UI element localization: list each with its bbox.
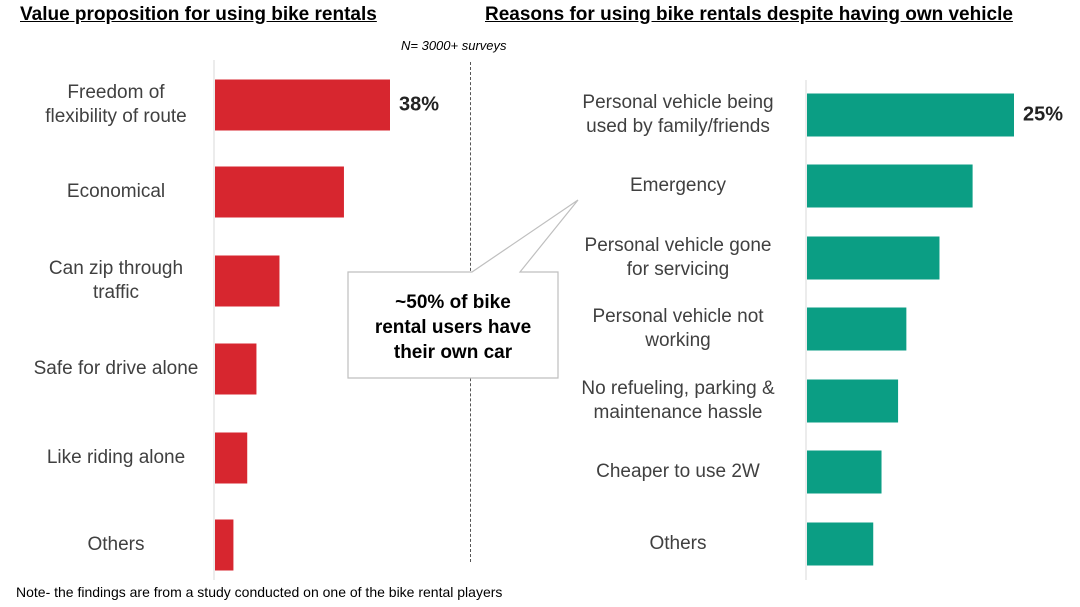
left-value-label-0: 38% (399, 93, 440, 116)
right-bar-3 (807, 307, 907, 351)
callout-text: ~50% of bike rental users have their own… (374, 292, 532, 363)
left-category-label-3: Safe for drive alone (33, 358, 199, 379)
left-category-label-0: Freedom of flexibility of route (45, 82, 187, 127)
left-bar-0 (215, 79, 390, 131)
right-category-label-4: No refueling, parking & maintenance hass… (581, 378, 775, 423)
right-category-label-2: Personal vehicle gone for servicing (584, 235, 772, 280)
right-category-label-3: Personal vehicle not working (592, 306, 764, 351)
right-category-label-1: Emergency (629, 175, 727, 196)
footnote: Note- the findings are from a study cond… (16, 584, 503, 600)
right-bar-1 (807, 164, 973, 208)
right-bar-0 (807, 93, 1014, 137)
right-bar-5 (807, 450, 882, 494)
right-bar-6 (807, 522, 874, 566)
right-value-label-0: 25% (1023, 103, 1064, 126)
left-category-label-1: Economical (66, 181, 166, 202)
right-chart-title: Reasons for using bike rentals despite h… (485, 4, 1013, 25)
left-category-label-2: Can zip through traffic (48, 258, 184, 303)
right-category-label-6: Others (649, 533, 707, 554)
right-category-label-0: Personal vehicle being used by family/fr… (582, 92, 774, 137)
left-bar-4 (215, 432, 248, 484)
sample-size-note: N= 3000+ surveys (401, 38, 507, 53)
left-bar-1 (215, 166, 344, 218)
right-category-label-5: Cheaper to use 2W (596, 461, 760, 482)
left-category-label-4: Like riding alone (46, 447, 186, 468)
left-bar-5 (215, 519, 234, 571)
left-chart-title: Value proposition for using bike rentals (20, 4, 377, 25)
left-bar-3 (215, 343, 257, 395)
left-bar-2 (215, 255, 280, 307)
right-bar-4 (807, 379, 899, 423)
callout-box (347, 199, 579, 379)
left-category-label-5: Others (87, 534, 145, 555)
right-bar-2 (807, 236, 940, 280)
